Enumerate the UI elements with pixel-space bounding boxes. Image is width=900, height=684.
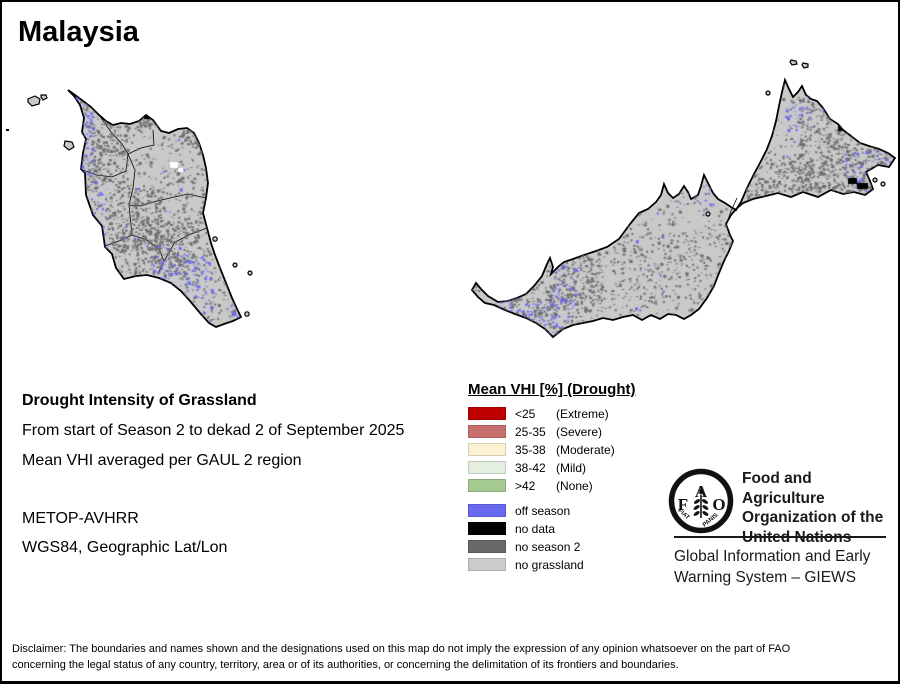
island [27, 95, 41, 107]
east-malaysia-shape [470, 77, 897, 339]
map-speck [6, 129, 9, 131]
island [63, 140, 75, 151]
legend-item-no-season-2: no season 2 [468, 539, 635, 554]
legend-item-no-grassland: no grassland [468, 557, 635, 572]
island [244, 311, 250, 317]
legend-item-off-season: off season [468, 503, 635, 518]
legend-label: (Extreme) [556, 406, 609, 421]
island [247, 270, 253, 276]
legend-swatch [468, 540, 506, 553]
legend-swatch [468, 479, 506, 492]
legend-swatch [468, 522, 506, 535]
legend-swatch [468, 425, 506, 438]
period-text: From start of Season 2 to dekad 2 of Sep… [22, 422, 405, 439]
legend-range: 25-35 [515, 424, 546, 439]
legend-range: 35-38 [515, 442, 546, 457]
legend-title: Mean VHI [%] (Drought) [468, 381, 636, 398]
season-legend: off season no data no season 2 no grassl… [468, 503, 635, 572]
sensor-text: METOP-AVHRR [22, 510, 139, 527]
legend-item-moderate: 35-38 (Moderate) [468, 442, 635, 457]
legend-item-extreme: <25 (Extreme) [468, 406, 635, 421]
fao-logo-wheat [693, 488, 709, 518]
fao-divider [674, 536, 886, 538]
legend-label: no data [515, 521, 556, 536]
legend-swatch [468, 504, 506, 517]
island [872, 177, 878, 183]
island [789, 59, 798, 66]
legend-swatch [468, 407, 506, 420]
info-block: Drought Intensity of Grassland From star… [22, 392, 404, 557]
island [212, 236, 218, 242]
legend-item-none: >42 (None) [468, 478, 635, 493]
fao-logo-letter-f: F [678, 495, 688, 514]
giews-name: Global Information and Early Warning Sys… [674, 548, 871, 586]
legend-range: 38-42 [515, 460, 546, 475]
legend-label: off season [515, 503, 571, 518]
island [765, 90, 771, 96]
legend-range: <25 [515, 406, 536, 421]
map-subtitle: Drought Intensity of Grassland [22, 392, 257, 409]
disclaimer: Disclaimer: The boundaries and names sho… [12, 642, 894, 673]
legend-label: (None) [556, 478, 593, 493]
legend-item-mild: 38-42 (Mild) [468, 460, 635, 475]
legend: Mean VHI [%] (Drought) <25 (Extreme) 25-… [468, 381, 635, 576]
fao-logo-icon: F A O FIAT PANIS [668, 468, 734, 534]
island [801, 62, 809, 69]
legend-label: (Severe) [556, 424, 603, 439]
island [880, 181, 886, 187]
island [40, 94, 48, 101]
legend-label: no grassland [515, 557, 584, 572]
aggregation-text: Mean VHI averaged per GAUL 2 region [22, 452, 302, 469]
legend-range: >42 [515, 478, 536, 493]
legend-swatch [468, 443, 506, 456]
projection-text: WGS84, Geographic Lat/Lon [22, 539, 228, 556]
legend-label: no season 2 [515, 539, 581, 554]
fao-name: Food and Agriculture Organization of the… [742, 470, 884, 546]
legend-label: (Mild) [556, 460, 586, 475]
legend-swatch [468, 461, 506, 474]
island [232, 262, 238, 268]
fao-logo-letter-o: O [712, 495, 725, 514]
disclaimer-line-2: concerning the legal status of any count… [12, 658, 679, 671]
legend-label: (Moderate) [556, 442, 615, 457]
disclaimer-line-1: Disclaimer: The boundaries and names sho… [12, 643, 791, 655]
peninsular-malaysia-shape [67, 89, 243, 328]
legend-item-no-data: no data [468, 521, 635, 536]
island [705, 211, 711, 217]
legend-item-severe: 25-35 (Severe) [468, 424, 635, 439]
legend-swatch [468, 558, 506, 571]
